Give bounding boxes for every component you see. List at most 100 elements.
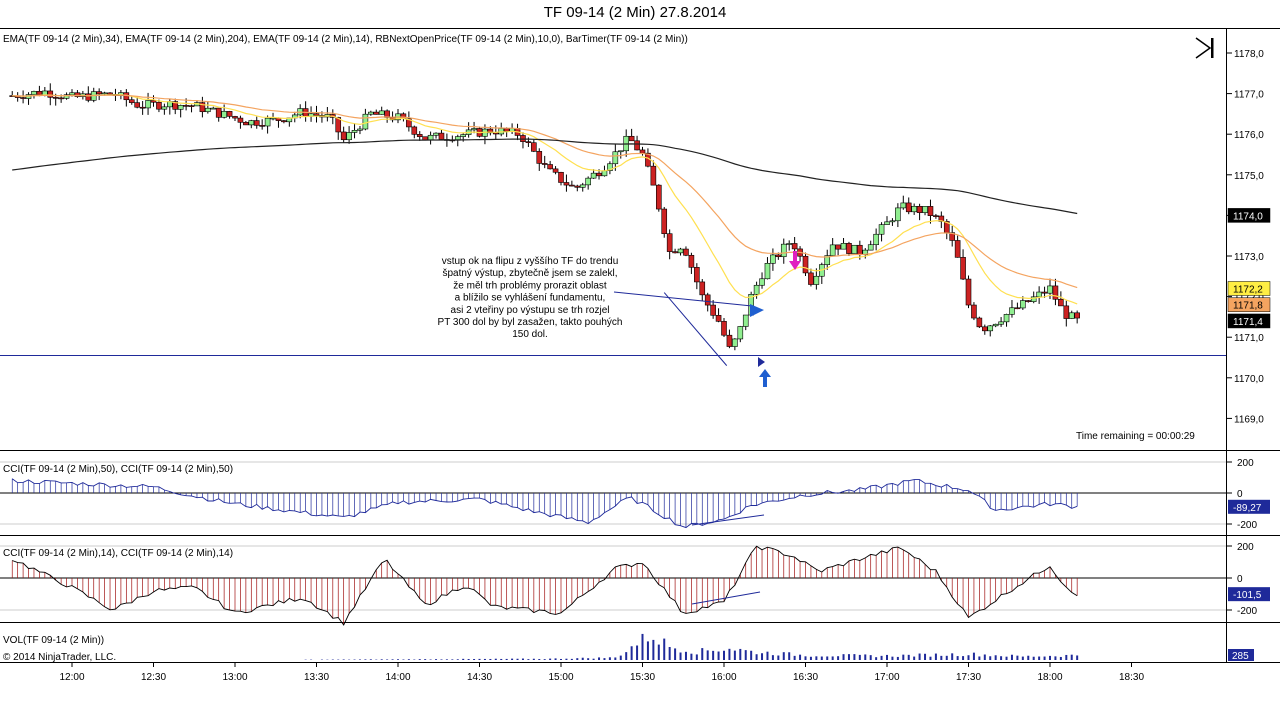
candle-body	[541, 163, 548, 165]
volume-bar	[1010, 654, 1013, 660]
volume-bar	[505, 658, 508, 660]
candle-body	[411, 126, 418, 135]
annotation-line: vstup ok na flipu z vyššího TF do trendu	[442, 256, 619, 267]
volume-bar	[847, 654, 850, 660]
trend-line[interactable]	[663, 292, 728, 366]
volume-bar	[636, 645, 639, 660]
candle-body	[313, 113, 320, 116]
volume-bar	[445, 659, 448, 660]
time-tick-label: 12:30	[141, 672, 166, 683]
volume-bar	[1038, 656, 1041, 660]
panel-frames	[0, 28, 1280, 663]
candle-body	[547, 164, 553, 170]
volume-bar	[467, 659, 470, 660]
candle-body	[226, 111, 233, 117]
osc-tick-label: -200	[1237, 606, 1257, 617]
time-tick-label: 13:30	[304, 672, 329, 683]
cci14-panel[interactable]: 200 0 -200 -101,5	[0, 542, 1270, 626]
volume-bar	[407, 659, 410, 660]
candle-body	[590, 172, 597, 179]
candle-body	[612, 151, 619, 165]
candle-body	[107, 92, 113, 95]
volume-bar	[1076, 655, 1079, 660]
volume-bar	[989, 656, 992, 660]
annotation-line: 150 dol.	[512, 329, 548, 340]
candle-body	[579, 184, 586, 188]
candle-body	[243, 122, 249, 126]
volume-bar	[489, 658, 492, 660]
volume-bar	[549, 658, 552, 660]
candle-body	[585, 177, 591, 186]
candle-body	[808, 272, 814, 285]
candle-body	[558, 171, 564, 183]
volume-bar	[837, 656, 840, 660]
volume-bar	[679, 652, 682, 660]
volume-bar	[516, 658, 519, 660]
volume-badge-label: 285	[1232, 651, 1249, 662]
candle-body	[835, 244, 841, 250]
candle-body	[634, 140, 640, 151]
candle-body	[780, 243, 787, 258]
candle-body	[563, 182, 570, 186]
volume-bar	[625, 652, 628, 660]
volume-bar	[723, 650, 725, 660]
volume-bar	[983, 654, 986, 660]
osc-tick-label: 0	[1237, 574, 1243, 585]
volume-bar	[701, 648, 704, 660]
volume-bar	[869, 655, 872, 660]
candle-body	[791, 243, 798, 250]
volume-bar	[560, 658, 562, 660]
volume-bar	[456, 659, 459, 660]
candle-body	[617, 150, 624, 153]
candle-body	[69, 92, 75, 95]
volume-bar	[706, 650, 709, 660]
price-tick-label: 1175,0	[1234, 171, 1264, 182]
volume-bar	[462, 658, 465, 660]
volume-bar	[761, 653, 764, 660]
play-to-end-icon[interactable]	[1195, 37, 1214, 59]
volume-bar	[940, 655, 943, 660]
candle-body	[922, 206, 928, 213]
price-badge	[1227, 313, 1271, 329]
osc-line	[11, 478, 1078, 529]
volume-bar	[369, 659, 372, 660]
volume-bar	[418, 659, 421, 660]
volume-bar	[684, 651, 687, 660]
volume-bar	[1027, 655, 1030, 660]
volume-bar	[924, 653, 927, 660]
candle-body	[128, 99, 135, 103]
candle-body	[177, 105, 184, 110]
volume-bar	[994, 655, 997, 660]
volume-bar	[750, 650, 753, 660]
candle-body	[183, 105, 189, 107]
time-tick-label: 18:30	[1119, 672, 1144, 683]
volume-bar	[804, 656, 807, 660]
price-tick-label: 1170,0	[1234, 374, 1264, 385]
candle-body	[721, 321, 727, 336]
candle-body	[161, 106, 168, 110]
candle-body	[58, 97, 64, 100]
candle-body	[976, 317, 983, 328]
candle-body	[639, 149, 646, 154]
time-tick-label: 18:00	[1037, 672, 1062, 683]
candle-body	[987, 325, 994, 332]
candle-body	[503, 128, 510, 132]
candle-body	[63, 94, 70, 99]
candle-body	[672, 251, 678, 254]
cci50-panel[interactable]: 200 0 -200 -89,27	[0, 458, 1270, 531]
exit-arrow-icon	[789, 251, 801, 270]
candle-body	[770, 254, 776, 264]
volume-bar	[397, 659, 399, 660]
candle-body	[335, 117, 342, 133]
candle-body	[878, 224, 885, 235]
volume-bar	[543, 659, 546, 660]
small-triangle-icon	[758, 357, 765, 367]
candle-body	[531, 142, 537, 152]
volume-bar	[603, 658, 606, 660]
osc-tick-label: 200	[1237, 458, 1254, 469]
candle-body	[954, 240, 961, 258]
candle-body	[916, 205, 923, 213]
time-tick-label: 12:00	[59, 672, 84, 683]
volume-panel[interactable]: 285	[304, 633, 1254, 662]
